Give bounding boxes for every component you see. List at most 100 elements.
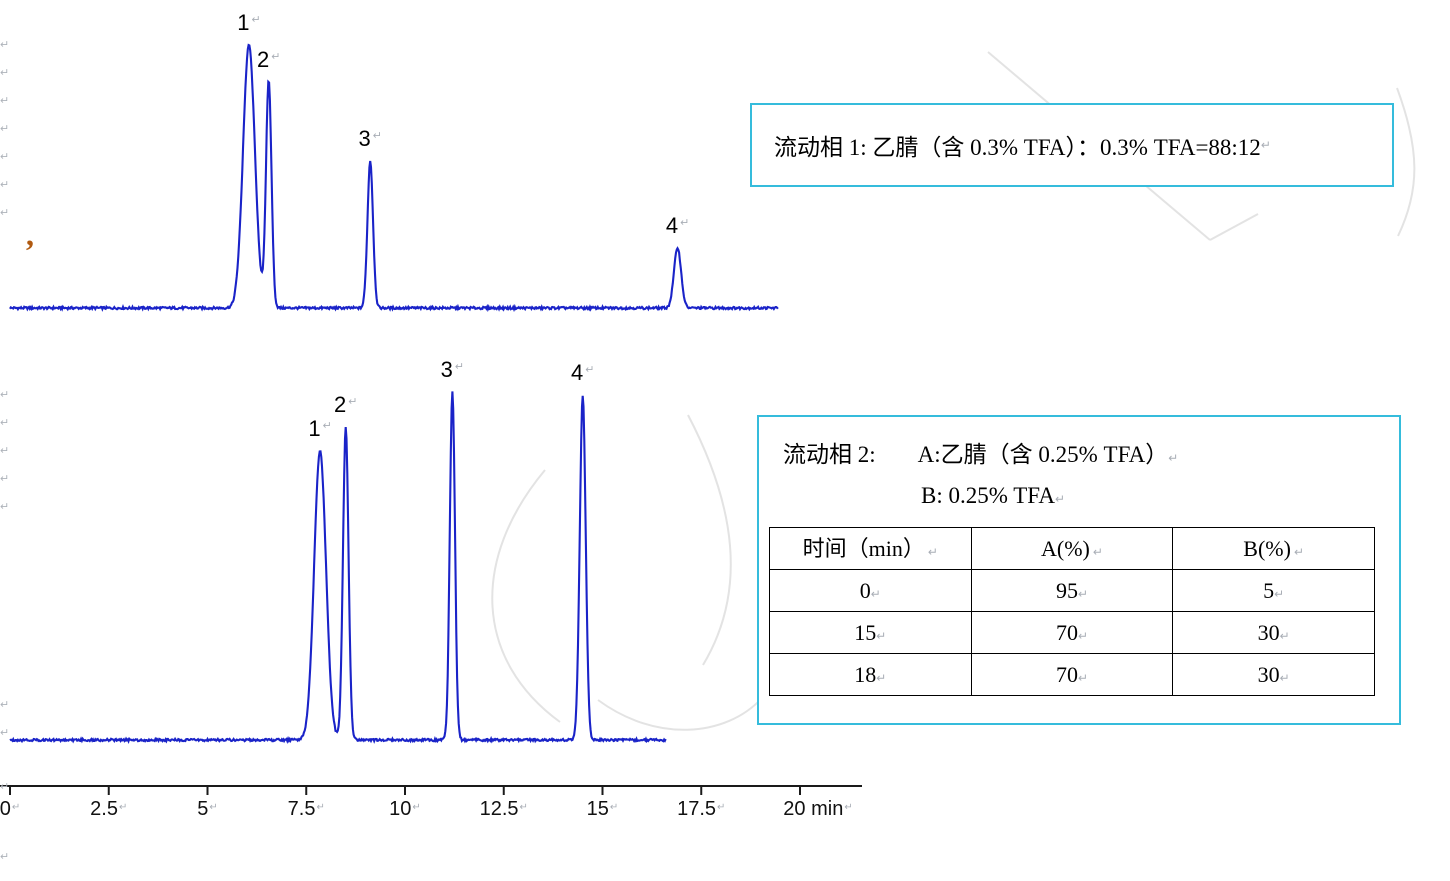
cell-text: 30	[1257, 661, 1280, 687]
gradient-cell: 30↵	[1172, 611, 1375, 654]
paragraph-mark-icon: ↵	[1077, 628, 1089, 643]
peak-number: 4	[665, 212, 679, 238]
peak-number: 2	[334, 391, 347, 417]
x-axis-label-20: 20 min↵	[783, 799, 852, 819]
peak-label-1-1: 1 ↵	[237, 12, 260, 34]
paragraph-mark-icon: ↵	[1077, 586, 1089, 601]
header-text: A(%)	[1041, 535, 1090, 561]
peak-label-1-3: 3 ↵	[358, 125, 382, 151]
paragraph-mark-icon: ↵	[271, 50, 281, 63]
axis-tick-text: 17.5	[677, 798, 717, 820]
paragraph-mark-icon: ↵	[876, 628, 887, 643]
paragraph-mark-icon: ↵	[454, 361, 465, 373]
axis-tick-text: 0	[0, 798, 11, 820]
paragraph-mark-icon: ↵	[680, 216, 690, 229]
paragraph-mark-icon: ↵	[870, 586, 881, 601]
margin-return-mark-icon: ↵	[0, 445, 10, 457]
gradient-row: 15↵ 70↵ 30↵	[769, 611, 1375, 654]
margin-return-mark-icon: ↵	[0, 207, 10, 219]
paragraph-mark-icon: ↵	[1077, 670, 1089, 685]
gradient-table: 时间（min） ↵ A(%) ↵ B(%) ↵ 0↵ 95↵ 5↵ 15↵ 70↵ 30↵ 18…	[769, 527, 1375, 696]
paragraph-mark-icon: ↵	[118, 802, 128, 813]
cell-text: 70	[1055, 619, 1078, 645]
x-axis-label-17.5: 17.5↵	[677, 799, 725, 819]
x-axis-label-10: 10↵	[389, 799, 421, 819]
gradient-cell: 95↵	[970, 569, 1174, 612]
paragraph-mark-icon: ↵	[1279, 670, 1290, 685]
mobile-phase-2-label: 流动相 2:	[783, 442, 876, 467]
paragraph-mark-icon: ↵	[1274, 586, 1285, 601]
margin-return-mark-icon: ↵	[0, 699, 10, 711]
peak-label-1-2: 2 ↵	[256, 46, 281, 72]
axis-tick-text: 10	[389, 798, 412, 820]
mobile-phase-1-text: 流动相 1: 乙腈（含 0.3% TFA）：0.3% TFA=88:12	[774, 135, 1261, 160]
axis-tick-text: 12.5	[479, 798, 519, 820]
margin-return-mark-icon: ↵	[0, 851, 10, 863]
cell-text: 30	[1257, 619, 1280, 645]
margin-return-mark-icon: ↵	[0, 123, 10, 135]
mobile-phase-2-line-b: B: 0.25% TFA↵	[769, 483, 1389, 509]
paragraph-mark-icon: ↵	[251, 14, 261, 26]
peak-number: 1	[237, 10, 250, 35]
cell-text: 0	[859, 577, 871, 603]
cell-text: 15	[854, 619, 877, 645]
paragraph-mark-icon: ↵	[316, 802, 325, 813]
margin-return-mark-icon: ↵	[0, 179, 10, 191]
cell-text: 95	[1055, 577, 1078, 603]
gradient-header-row: 时间（min） ↵ A(%) ↵ B(%) ↵	[769, 527, 1375, 570]
mobile-phase-1-box: 流动相 1: 乙腈（含 0.3% TFA）：0.3% TFA=88:12 ↵	[750, 103, 1394, 187]
paragraph-mark-icon: ↵	[1290, 544, 1305, 559]
paragraph-mark-icon: ↵	[348, 395, 358, 408]
paragraph-mark-icon: ↵	[1054, 492, 1066, 506]
gradient-cell: 18↵	[769, 653, 972, 696]
paragraph-mark-icon: ↵	[1279, 628, 1290, 643]
axis-tick-text: 7.5	[287, 798, 316, 820]
x-axis-label-5: 5↵	[197, 799, 218, 819]
margin-return-mark-icon: ↵	[0, 151, 10, 163]
cell-text: 70	[1055, 661, 1078, 687]
paragraph-mark-icon: ↵	[209, 802, 218, 813]
paragraph-mark-icon: ↵	[876, 670, 887, 685]
margin-return-mark-icon: ↵	[0, 473, 10, 485]
axis-tick-text: 2.5	[90, 798, 118, 820]
gradient-col-header: A(%) ↵	[970, 527, 1174, 570]
paragraph-mark-icon: ↵	[1260, 137, 1271, 152]
paragraph-mark-icon: ↵	[844, 802, 853, 813]
paragraph-mark-icon: ↵	[11, 802, 21, 813]
peak-label-2-1: 1 ↵	[308, 418, 331, 440]
paragraph-mark-icon: ↵	[609, 802, 619, 813]
gradient-cell: 5↵	[1172, 569, 1375, 612]
paragraph-mark-icon: ↵	[924, 544, 938, 559]
gradient-col-header: B(%) ↵	[1172, 527, 1375, 570]
peak-label-2-3: 3 ↵	[441, 359, 464, 381]
peak-label-2-4: 4 ↵	[571, 362, 594, 384]
mobile-phase-2-line-a: 流动相 2: A:乙腈（含 0.25% TFA）↵	[769, 435, 1389, 469]
paragraph-mark-icon: ↵	[717, 802, 726, 813]
paragraph-mark-icon: ↵	[372, 129, 382, 142]
axis-tick-text: 20 min	[783, 798, 844, 820]
margin-return-mark-icon: ↵	[0, 727, 10, 739]
cell-text: 5	[1263, 577, 1275, 603]
gradient-cell: 70↵	[970, 611, 1174, 654]
peak-label-1-4: 4 ↵	[665, 212, 690, 238]
chromatogram-mobile-phase-2-trace	[9, 391, 667, 745]
peak-number: 2	[256, 46, 270, 72]
gradient-cell: 0↵	[769, 569, 972, 612]
gradient-cell: 15↵	[769, 611, 972, 654]
margin-return-mark-icon: ↵	[0, 67, 10, 79]
x-axis-label-0: 0↵	[0, 799, 20, 819]
margin-return-mark-icon: ↵	[0, 389, 10, 401]
peak-label-2-2: 2 ↵	[334, 391, 358, 417]
gradient-cell: 30↵	[1172, 653, 1375, 696]
x-axis-label-7.5: 7.5↵	[288, 799, 325, 819]
gradient-cell: 70↵	[970, 653, 1174, 696]
paragraph-mark-icon: ↵	[585, 364, 595, 377]
header-text: B(%)	[1243, 535, 1291, 561]
mobile-phase-2-box: 流动相 2: A:乙腈（含 0.25% TFA）↵ B: 0.25% TFA↵ 时…	[757, 415, 1401, 725]
peak-number: 3	[358, 125, 371, 151]
paragraph-mark-icon: ↵	[519, 802, 528, 813]
chromatogram-mobile-phase-1-trace	[9, 43, 779, 313]
paragraph-mark-icon: ↵	[1168, 451, 1179, 465]
paragraph-mark-icon: ↵	[322, 420, 332, 433]
